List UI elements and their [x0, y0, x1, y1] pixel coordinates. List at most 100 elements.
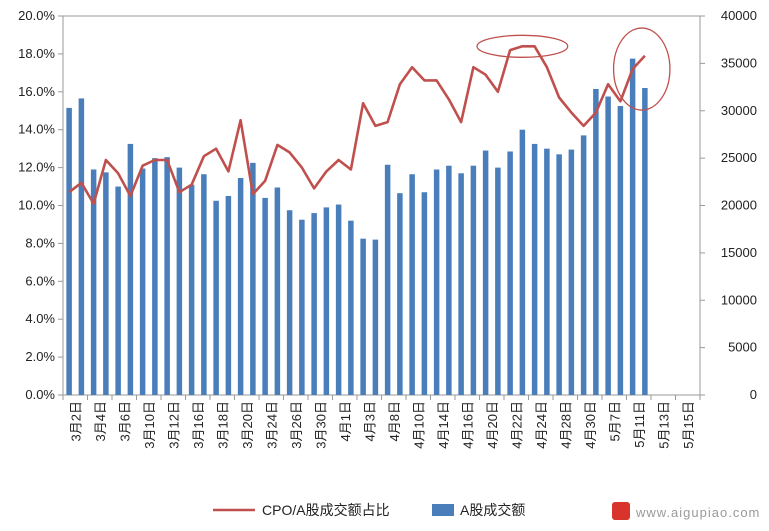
bar [605, 97, 611, 395]
x-tick-label: 5月11日 [632, 401, 647, 448]
x-tick-label: 4月3日 [362, 401, 377, 441]
legend-line-label: CPO/A股成交额占比 [262, 502, 390, 518]
bar [385, 165, 391, 395]
y-left-tick-label: 0.0% [25, 387, 55, 402]
y-left-tick-label: 12.0% [18, 160, 55, 175]
bar [201, 174, 207, 395]
bar [287, 210, 293, 395]
bar [409, 174, 415, 395]
bar [593, 89, 599, 395]
legend-bar-swatch [432, 504, 454, 516]
y-right-tick-label: 20000 [721, 198, 757, 213]
bar [128, 144, 134, 395]
y-right-tick-label: 5000 [728, 340, 757, 355]
bar [250, 163, 256, 395]
bar [164, 157, 170, 395]
bar [471, 166, 477, 395]
bar [213, 201, 219, 395]
y-right-tick-label: 10000 [721, 292, 757, 307]
watermark: www.aigupiao.com [612, 502, 760, 520]
x-tick-label: 4月22日 [509, 401, 524, 449]
bar [275, 187, 281, 395]
y-left-tick-label: 4.0% [25, 311, 55, 326]
x-tick-label: 3月16日 [191, 401, 206, 449]
bar [324, 207, 330, 395]
x-tick-label: 3月30日 [313, 401, 328, 449]
bars-layer [66, 59, 647, 395]
bar [618, 106, 624, 395]
bar [373, 240, 379, 395]
bar [238, 178, 244, 395]
x-tick-label: 4月24日 [534, 401, 549, 449]
x-tick-label: 3月26日 [289, 401, 304, 449]
bar [495, 168, 501, 395]
bar [103, 172, 109, 395]
y-left-tick-label: 14.0% [18, 122, 55, 137]
bar [532, 144, 538, 395]
bar [140, 169, 146, 395]
x-tick-label: 3月10日 [142, 401, 157, 449]
bar [556, 154, 562, 395]
bar [569, 150, 575, 395]
annotation-ellipse-latest [614, 28, 670, 110]
x-tick-label: 4月14日 [436, 401, 451, 449]
bar [544, 149, 550, 395]
x-tick-label: 4月20日 [485, 401, 500, 449]
bar [226, 196, 232, 395]
bar [336, 205, 342, 395]
bar [483, 151, 489, 395]
x-tick-label: 3月2日 [68, 401, 83, 441]
bar [422, 192, 428, 395]
y-left-tick-label: 18.0% [18, 46, 55, 61]
bar [397, 193, 403, 395]
x-tick-label: 5月7日 [607, 401, 622, 441]
legend-bar-label: A股成交额 [460, 502, 525, 518]
x-tick-label: 3月18日 [215, 401, 230, 449]
x-tick-label: 4月10日 [411, 401, 426, 449]
x-tick-label: 4月30日 [583, 401, 598, 449]
bar [360, 239, 366, 395]
bar [66, 108, 72, 395]
x-tick-label: 4月8日 [387, 401, 402, 441]
legend: CPO/A股成交额占比 A股成交额 [213, 502, 525, 518]
watermark-text: www.aigupiao.com [635, 505, 760, 520]
bar [446, 166, 452, 395]
bar [299, 220, 305, 395]
y-right-tick-label: 35000 [721, 55, 757, 70]
y-right-tick-label: 0 [750, 387, 757, 402]
x-tick-label: 3月24日 [264, 401, 279, 449]
bar [434, 169, 440, 395]
bar [311, 213, 317, 395]
y-right-tick-label: 15000 [721, 245, 757, 260]
bar [348, 221, 354, 395]
bar [262, 198, 268, 395]
bar [79, 98, 85, 395]
y-left-tick-label: 6.0% [25, 273, 55, 288]
x-tick-label: 3月6日 [117, 401, 132, 441]
bar [458, 173, 464, 395]
x-tick-label: 4月1日 [338, 401, 353, 441]
y-right-tick-label: 25000 [721, 150, 757, 165]
x-tick-label: 3月20日 [240, 401, 255, 449]
y-right-tick-label: 30000 [721, 103, 757, 118]
bar [189, 185, 195, 395]
y-left-tick-label: 8.0% [25, 235, 55, 250]
y-left-tick-label: 10.0% [18, 198, 55, 213]
bar [115, 187, 121, 395]
x-tick-label: 3月12日 [166, 401, 181, 449]
annotation-layer [477, 28, 670, 110]
y-right-tick-label: 40000 [721, 8, 757, 23]
bar [581, 135, 587, 395]
x-tick-label: 4月16日 [460, 401, 475, 449]
bar [642, 88, 648, 395]
y-left-tick-label: 2.0% [25, 349, 55, 364]
y-left-tick-label: 16.0% [18, 84, 55, 99]
bar [520, 130, 526, 395]
x-tick-label: 5月15日 [681, 401, 696, 449]
y-left-tick-label: 20.0% [18, 8, 55, 23]
x-tick-label: 3月4日 [93, 401, 108, 441]
bar [177, 168, 183, 395]
x-tick-label: 5月13日 [656, 401, 671, 449]
